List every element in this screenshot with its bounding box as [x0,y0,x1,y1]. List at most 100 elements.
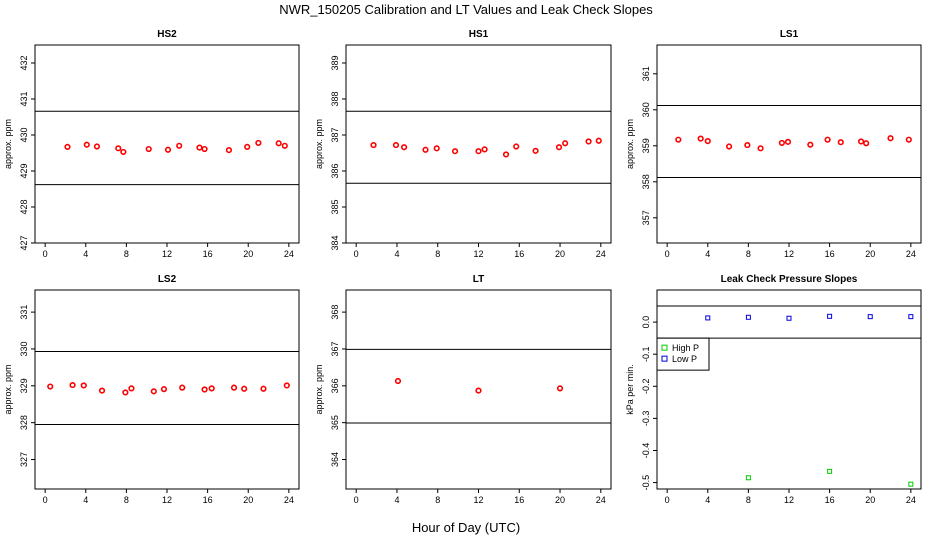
panel-hs2: HS2 approx. ppm 0 4 8 12 16 20 24 427 428 429 430 431… [3,29,300,259]
y-tick-label: -0.4 [641,443,651,459]
legend-swatch [661,344,668,351]
y-tick-label: -0.1 [641,346,651,362]
data-point [562,140,569,147]
y-axis-label: approx. ppm [625,119,635,169]
y-tick-label: 364 [330,452,340,467]
y-tick-label: 428 [19,199,29,214]
x-tick-label: 0 [43,495,48,505]
data-point [697,135,704,142]
x-tick-label: 8 [124,495,129,505]
data-point [176,142,183,149]
data-point [887,135,894,142]
data-point [160,386,168,393]
panel-ls1: LS1 approx. ppm 0 4 8 12 16 20 24 357 358 359 360 361 [625,29,922,259]
data-point [905,136,912,143]
data-point [532,147,539,154]
data-point [867,314,873,320]
data-point [705,315,711,321]
data-point [93,143,101,150]
data-point [824,136,831,143]
data-point [675,136,682,143]
x-tick-label: 20 [555,495,565,505]
x-tick-label: 8 [124,249,129,259]
panels: HS2 approx. ppm 0 4 8 12 16 20 24 427 428 429 430 431… [3,29,922,505]
y-axis-label: approx. ppm [314,119,324,169]
x-tick-label: 16 [203,495,213,505]
y-tick-label: 385 [330,199,340,214]
data-point [83,141,90,148]
x-tick-label: 12 [162,249,172,259]
x-tick-label: 4 [83,495,88,505]
data-point [784,138,792,145]
data-point [128,385,135,392]
data-point [595,137,602,144]
x-tick-label: 24 [284,249,294,259]
x-tick-label: 16 [825,495,835,505]
data-point [513,143,520,150]
y-axis-label: approx. ppm [3,119,13,169]
y-tick-label: 331 [19,305,29,320]
data-point [64,143,71,150]
data-point [201,145,208,153]
panel-title: LS1 [780,29,799,40]
x-tick-label: 12 [784,249,794,259]
y-tick-label: 366 [330,378,340,393]
data-point [827,313,833,319]
y-tick-label: 389 [330,55,340,70]
panel-leak-check-pressure-slopes: Leak Check Pressure Slopes kPa per min. 0 4… [625,274,922,505]
x-tick-label: 0 [354,495,359,505]
y-tick-label: 432 [19,55,29,70]
data-point [281,142,288,149]
y-axis-label: approx. ppm [314,364,324,414]
y-tick-label: 387 [330,127,340,142]
data-point [475,387,482,394]
data-point [201,386,208,393]
panel-title: HS2 [157,29,177,40]
y-tick-label: -0.2 [641,379,651,395]
x-tick-label: 20 [243,495,253,505]
data-point [150,388,157,395]
data-point [786,315,792,321]
panel-ls2: LS2 approx. ppm 0 4 8 12 16 20 24 327 328 329 330 331 [3,274,300,505]
y-tick-label: 359 [641,138,651,153]
y-tick-label: 388 [330,91,340,106]
data-point [745,475,751,481]
x-tick-label: 20 [865,249,875,259]
data-point [807,141,814,148]
x-tick-label: 8 [746,249,751,259]
data-point [275,140,282,147]
x-tick-label: 24 [284,495,294,505]
data-point [475,148,482,155]
data-point [208,385,215,392]
data-point [69,381,76,389]
x-tick-label: 4 [394,495,399,505]
data-point [47,383,54,390]
data-point [481,146,488,153]
y-tick-label: 357 [641,210,651,225]
y-tick-label: 368 [330,305,340,320]
x-tick-label: 8 [435,495,440,505]
x-tick-label: 4 [705,495,710,505]
y-tick-label: 358 [641,174,651,189]
x-tick-label: 12 [473,249,483,259]
data-point [757,145,764,152]
y-tick-label: 429 [19,163,29,178]
data-point [908,481,914,487]
y-tick-label: 431 [19,91,29,106]
data-point [80,382,87,389]
figure-xlabel: Hour of Day (UTC) [412,520,520,535]
data-point [837,139,844,146]
legend-label: High P [672,343,699,353]
y-tick-label: 386 [330,163,340,178]
panel-title: Leak Check Pressure Slopes [721,274,858,285]
x-tick-label: 0 [43,249,48,259]
x-tick-label: 0 [354,249,359,259]
data-point [255,139,262,147]
data-point [283,382,290,389]
data-point [115,145,122,152]
y-tick-label: 430 [19,127,29,142]
x-tick-label: 16 [825,249,835,259]
plot-frame [34,44,300,244]
